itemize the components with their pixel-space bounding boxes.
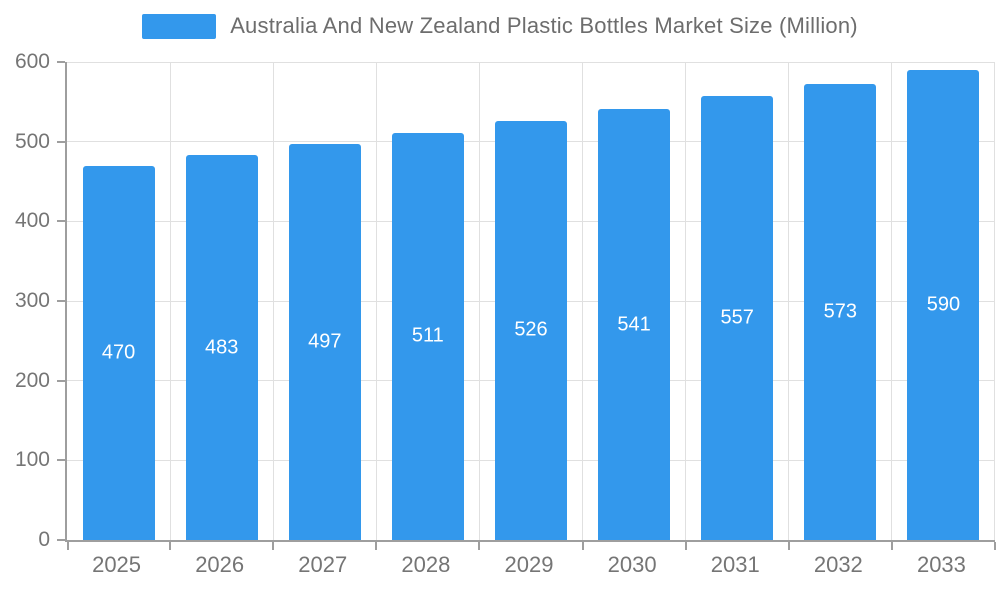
x-axis-tick	[67, 542, 69, 550]
y-axis-tick	[57, 300, 65, 302]
v-gridline	[272, 62, 274, 540]
y-axis-tick-label: 500	[14, 129, 50, 153]
x-axis-tick	[787, 542, 790, 550]
v-gridline	[685, 62, 687, 540]
bar	[391, 132, 464, 540]
bar-value-label: 557	[720, 306, 754, 329]
h-gridline	[67, 61, 995, 63]
x-axis-tick	[169, 542, 172, 550]
y-axis-tick	[57, 220, 65, 223]
y-axis-tick-label: 200	[14, 368, 50, 392]
v-gridline	[375, 62, 377, 540]
plot-area: 470 483 497 511 526 541 557 573 590	[57, 61, 996, 550]
bar	[598, 109, 671, 540]
bar-value-label: 590	[926, 293, 961, 316]
x-axis-tick	[994, 542, 996, 550]
y-axis-tick	[57, 61, 65, 63]
x-axis-tick-label: 2027	[298, 552, 348, 577]
x-axis-tick	[581, 542, 584, 550]
bar	[288, 144, 361, 540]
y-axis-tick-label: 300	[14, 289, 50, 312]
bar-value-label: 511	[411, 324, 444, 347]
x-axis-tick-label: 2030	[607, 552, 657, 577]
y-axis-tick	[57, 140, 65, 143]
y-axis-tick	[57, 539, 65, 541]
bar	[907, 69, 980, 540]
y-axis: 0 100 200 300 400 500 600	[0, 50, 50, 551]
bar	[495, 120, 567, 540]
x-axis-tick-label: 2028	[401, 552, 451, 577]
v-gridline	[891, 62, 893, 540]
v-gridline	[788, 62, 790, 540]
x-axis-tick-label: 2029	[504, 552, 554, 577]
x-axis-tick	[478, 542, 481, 550]
x-axis-tick	[684, 542, 687, 550]
y-axis-tick-label: 0	[38, 528, 50, 551]
chart-legend: Australia And New Zealand Plastic Bottle…	[0, 13, 1000, 39]
x-axis-tick-label: 2033	[916, 552, 966, 577]
v-gridline	[478, 62, 480, 540]
bar-value-label: 497	[308, 330, 342, 353]
x-axis-tick	[272, 542, 275, 550]
chart-title: Australia And New Zealand Plastic Bottle…	[230, 13, 858, 38]
bar-value-label: 470	[101, 341, 136, 364]
bar-value-label: 541	[617, 313, 651, 336]
x-axis-tick	[890, 542, 893, 550]
bar-value-label: 483	[204, 336, 239, 359]
bar	[82, 165, 155, 540]
v-gridline	[582, 62, 584, 540]
y-axis-tick-label: 400	[14, 209, 50, 233]
y-axis-tick-label: 600	[14, 50, 50, 73]
bar	[804, 83, 877, 540]
v-gridline	[993, 62, 995, 540]
x-axis-tick-label: 2026	[195, 552, 245, 577]
x-axis-tick	[375, 542, 378, 550]
bar	[185, 155, 258, 540]
legend-swatch-icon	[142, 13, 217, 39]
bar-value-label: 573	[823, 300, 858, 323]
x-axis-tick-label: 2031	[710, 552, 760, 577]
bar	[701, 96, 774, 540]
bar-value-label: 526	[514, 318, 548, 341]
x-axis-tick-label: 2025	[92, 552, 142, 577]
x-axis: 2025 2026 2027 2028 2029 2030 2031 2032 2033	[65, 552, 993, 584]
y-axis-tick	[57, 459, 65, 462]
y-axis-tick	[57, 379, 65, 382]
x-axis-tick-label: 2032	[813, 552, 863, 577]
y-axis-tick-label: 100	[14, 448, 50, 472]
v-gridline	[169, 62, 171, 540]
